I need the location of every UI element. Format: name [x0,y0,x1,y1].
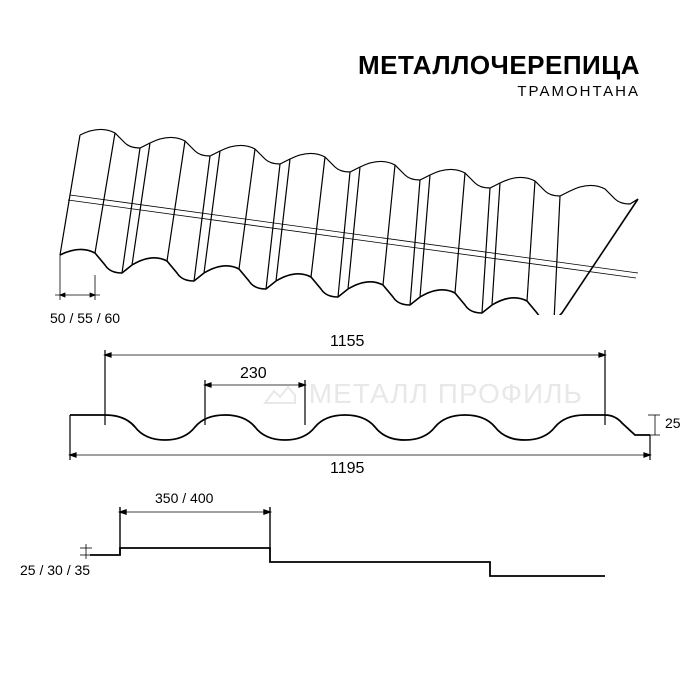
side-profile [60,500,620,590]
iso-edge-dim: 50 / 55 / 60 [50,310,120,326]
dim-step-height: 25 / 30 / 35 [20,562,90,578]
title-main: МЕТАЛЛОЧЕРЕПИЦА [358,50,640,81]
cross-section [50,345,660,465]
dim-pitch-230: 230 [240,365,267,383]
dim-bottom-1195: 1195 [330,460,364,478]
dim-top-1155: 1155 [330,333,364,351]
title-block: МЕТАЛЛОЧЕРЕПИЦА ТРАМОНТАНА [358,50,640,100]
title-sub: ТРАМОНТАНА [358,83,640,100]
iso-view [50,125,650,315]
dim-height-25: 25 [665,415,681,431]
dim-step: 350 / 400 [155,490,213,506]
